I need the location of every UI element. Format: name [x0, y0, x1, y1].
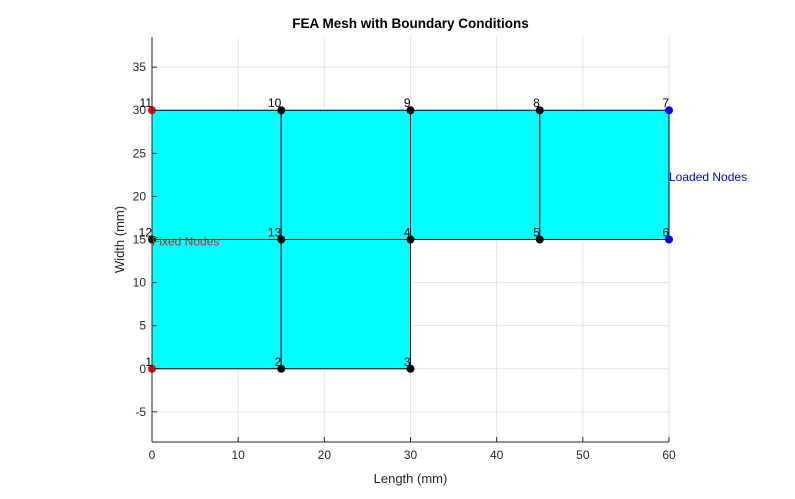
node-10-label: 10: [268, 96, 282, 110]
node-6-marker: [665, 235, 673, 244]
y-axis-label: Width (mm): [112, 206, 127, 273]
y-tick-label: -5: [135, 405, 146, 419]
node-11-label: 11: [140, 96, 153, 110]
chart-title: FEA Mesh with Boundary Conditions: [292, 16, 529, 31]
node-5-label: 5: [533, 226, 540, 240]
node-1-label: 1: [145, 355, 152, 369]
node-6-label: 6: [662, 226, 669, 240]
node-9-label: 9: [404, 96, 411, 110]
y-tick-label: 15: [133, 233, 147, 247]
node-5-marker: [535, 235, 544, 244]
node-8-label: 8: [533, 96, 540, 110]
node-9-marker: [406, 106, 415, 115]
x-tick-label: 20: [318, 448, 332, 462]
y-tick-label: 20: [133, 189, 147, 203]
y-tick-label: 5: [139, 319, 146, 333]
loaded-nodes-annotation: Loaded Nodes: [669, 170, 747, 184]
node-7-marker: [665, 106, 673, 115]
node-3-marker: [406, 364, 415, 373]
annotations: Fixed Nodes Loaded Nodes: [152, 170, 747, 249]
node-13-marker: [277, 235, 286, 244]
node-8-marker: [535, 106, 544, 115]
node-10-marker: [277, 106, 286, 115]
y-tick-label: 25: [133, 146, 147, 160]
x-tick-label: 0: [149, 448, 156, 462]
x-axis-label: Length (mm): [374, 471, 448, 486]
x-tick-label: 60: [662, 448, 676, 462]
mesh-element-1: [151, 239, 282, 370]
y-tick-label: 0: [139, 362, 146, 376]
mesh-element-3: [151, 109, 282, 240]
mesh-nodes: [148, 106, 673, 373]
mesh-element-2: [280, 239, 411, 370]
node-4-label: 4: [404, 226, 411, 240]
node-4-marker: [406, 235, 415, 244]
y-tick-label: 30: [133, 103, 147, 117]
mesh-elements: [151, 109, 670, 370]
mesh-element-5: [410, 109, 541, 240]
node-13-label: 13: [268, 226, 282, 240]
y-tick-label: 35: [133, 60, 147, 74]
node-7-label: 7: [662, 96, 669, 110]
x-tick-label: 50: [576, 448, 590, 462]
x-tick-label: 30: [404, 448, 418, 462]
node-2-marker: [277, 364, 286, 373]
node-2-label: 2: [275, 355, 282, 369]
y-tick-label: 10: [133, 276, 147, 290]
node-3-label: 3: [404, 355, 411, 369]
x-tick-label: 10: [231, 448, 245, 462]
x-tick-label: 40: [490, 448, 504, 462]
mesh-element-6: [539, 109, 670, 240]
node-12-label: 12: [139, 226, 153, 240]
mesh-element-4: [280, 109, 411, 240]
fixed-nodes-annotation: Fixed Nodes: [152, 235, 219, 249]
